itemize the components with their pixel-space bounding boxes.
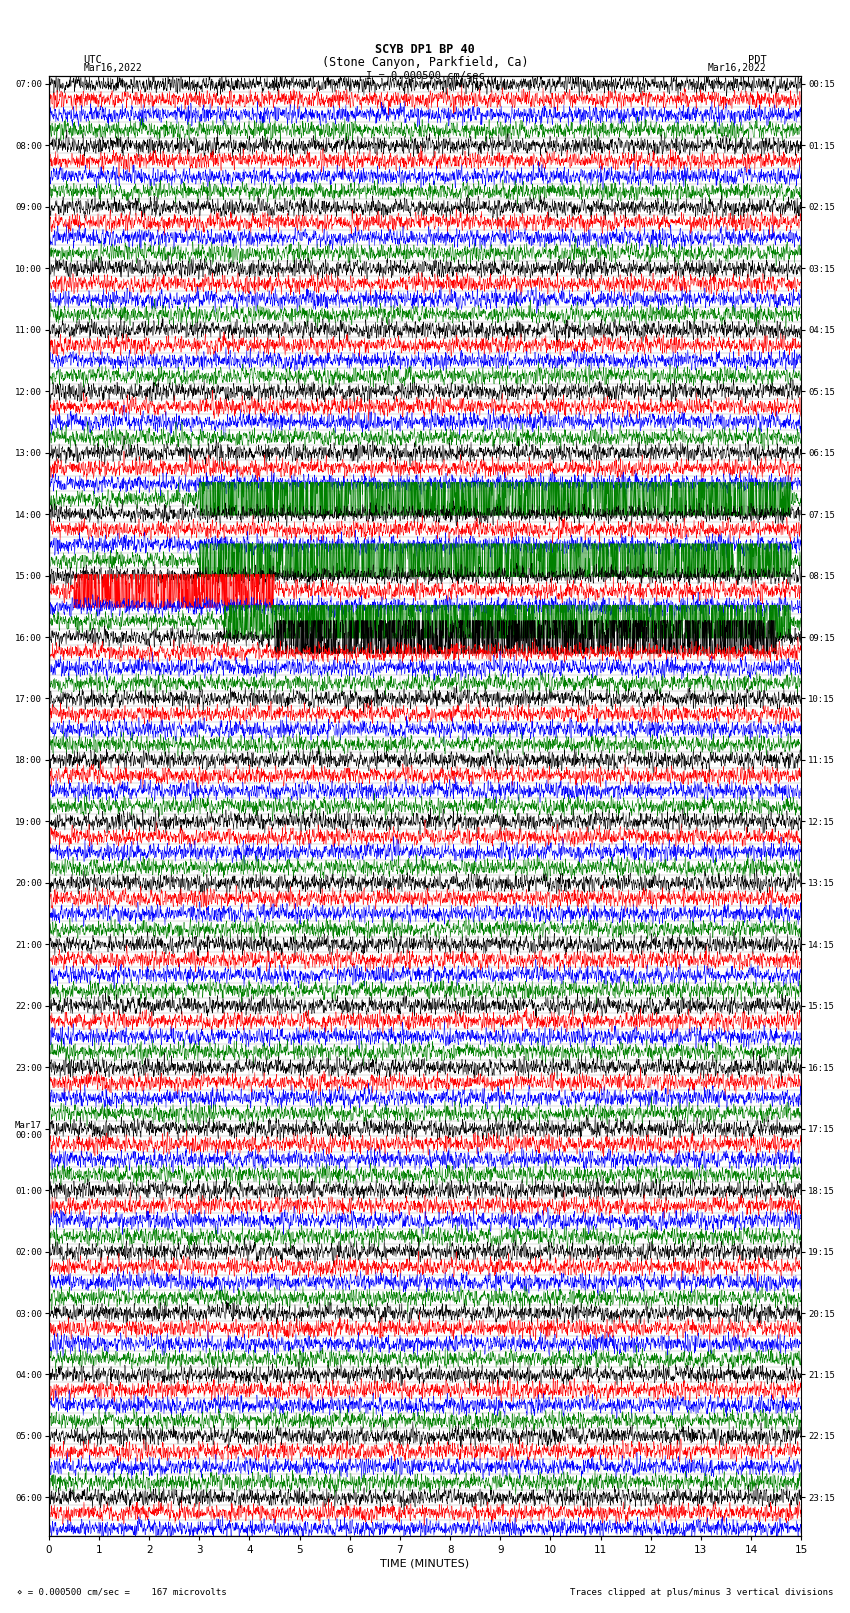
Text: SCYB DP1 BP 40: SCYB DP1 BP 40 — [375, 44, 475, 56]
X-axis label: TIME (MINUTES): TIME (MINUTES) — [381, 1560, 469, 1569]
Text: I = 0.000500 cm/sec: I = 0.000500 cm/sec — [366, 71, 484, 81]
Text: UTC: UTC — [83, 55, 102, 65]
Text: Mar16,2022: Mar16,2022 — [83, 63, 142, 73]
Text: Mar16,2022: Mar16,2022 — [708, 63, 767, 73]
Text: (Stone Canyon, Parkfield, Ca): (Stone Canyon, Parkfield, Ca) — [321, 56, 529, 69]
Text: Traces clipped at plus/minus 3 vertical divisions: Traces clipped at plus/minus 3 vertical … — [570, 1587, 833, 1597]
Text: PDT: PDT — [748, 55, 767, 65]
Text: ⋄ = 0.000500 cm/sec =    167 microvolts: ⋄ = 0.000500 cm/sec = 167 microvolts — [17, 1587, 227, 1597]
